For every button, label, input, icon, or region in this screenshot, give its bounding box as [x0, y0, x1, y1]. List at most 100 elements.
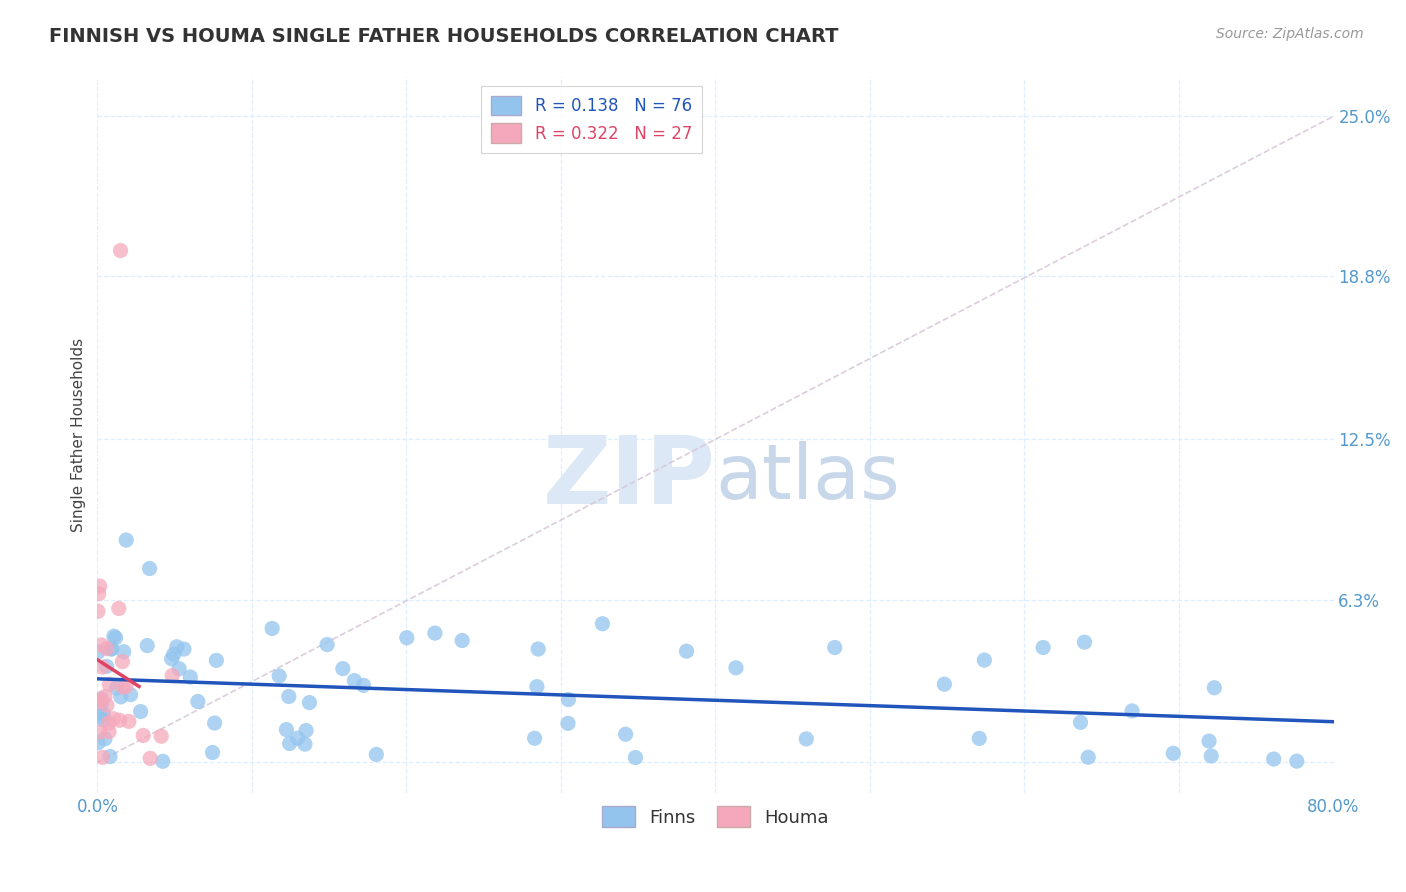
Point: [298, 696, 321, 710]
Point: [423, 626, 446, 640]
Point: [973, 653, 995, 667]
Point: [100, 641, 122, 656]
Text: Source: ZipAtlas.com: Source: ZipAtlas.com: [1216, 27, 1364, 41]
Legend: Finns, Houma: Finns, Houma: [595, 799, 835, 834]
Point: [1121, 704, 1143, 718]
Point: [139, 751, 162, 765]
Point: [614, 727, 637, 741]
Point: [277, 690, 299, 704]
Point: [104, 631, 127, 645]
Point: [91, 750, 114, 764]
Point: [91, 713, 114, 727]
Point: [557, 692, 579, 706]
Point: [112, 645, 135, 659]
Point: [150, 729, 173, 743]
Point: [98, 724, 121, 739]
Point: [1069, 715, 1091, 730]
Point: [89, 725, 111, 739]
Point: [167, 662, 190, 676]
Point: [105, 681, 128, 695]
Point: [353, 678, 375, 692]
Point: [1199, 749, 1222, 764]
Text: atlas: atlas: [716, 442, 900, 516]
Point: [343, 673, 366, 688]
Point: [166, 640, 188, 654]
Point: [179, 670, 201, 684]
Point: [132, 728, 155, 742]
Point: [152, 754, 174, 768]
Point: [136, 639, 159, 653]
Point: [138, 561, 160, 575]
Point: [526, 680, 548, 694]
Point: [103, 712, 125, 726]
Point: [129, 705, 152, 719]
Point: [1077, 750, 1099, 764]
Point: [724, 661, 747, 675]
Point: [934, 677, 956, 691]
Point: [90, 709, 112, 723]
Point: [295, 723, 318, 738]
Point: [91, 660, 114, 674]
Point: [90, 693, 112, 707]
Point: [262, 622, 284, 636]
Point: [624, 750, 647, 764]
Point: [316, 638, 339, 652]
Point: [111, 655, 134, 669]
Point: [97, 716, 120, 731]
Point: [87, 695, 110, 709]
Point: [967, 731, 990, 746]
Point: [527, 642, 550, 657]
Point: [98, 749, 121, 764]
Point: [114, 680, 136, 694]
Point: [294, 737, 316, 751]
Point: [276, 723, 298, 737]
Point: [111, 680, 134, 694]
Point: [366, 747, 388, 762]
Point: [100, 642, 122, 657]
Point: [557, 716, 579, 731]
Point: [98, 677, 121, 691]
Point: [87, 604, 110, 618]
Point: [204, 716, 226, 731]
Point: [675, 644, 697, 658]
Point: [87, 645, 110, 659]
Point: [269, 669, 291, 683]
Point: [103, 629, 125, 643]
Point: [160, 652, 183, 666]
Point: [108, 601, 131, 615]
Point: [523, 731, 546, 746]
Point: [94, 731, 117, 746]
Point: [187, 694, 209, 708]
Point: [94, 690, 117, 704]
Point: [1032, 640, 1054, 655]
Point: [1073, 635, 1095, 649]
Point: [1263, 752, 1285, 766]
Point: [1161, 746, 1184, 760]
Point: [89, 579, 111, 593]
Point: [90, 691, 112, 706]
Point: [110, 690, 132, 704]
Point: [93, 706, 115, 721]
Point: [824, 640, 846, 655]
Point: [278, 737, 301, 751]
Point: [87, 736, 110, 750]
Y-axis label: Single Father Households: Single Father Households: [72, 338, 86, 533]
Point: [591, 616, 613, 631]
Point: [395, 631, 418, 645]
Point: [115, 533, 138, 547]
Point: [1204, 681, 1226, 695]
Point: [205, 653, 228, 667]
Text: FINNISH VS HOUMA SINGLE FATHER HOUSEHOLDS CORRELATION CHART: FINNISH VS HOUMA SINGLE FATHER HOUSEHOLD…: [49, 27, 839, 45]
Point: [163, 647, 186, 661]
Point: [110, 244, 132, 258]
Point: [120, 688, 142, 702]
Point: [173, 642, 195, 657]
Point: [1198, 734, 1220, 748]
Point: [160, 668, 183, 682]
Point: [96, 659, 118, 673]
Point: [90, 638, 112, 652]
Point: [201, 746, 224, 760]
Point: [96, 698, 118, 713]
Point: [287, 731, 309, 746]
Point: [794, 731, 817, 746]
